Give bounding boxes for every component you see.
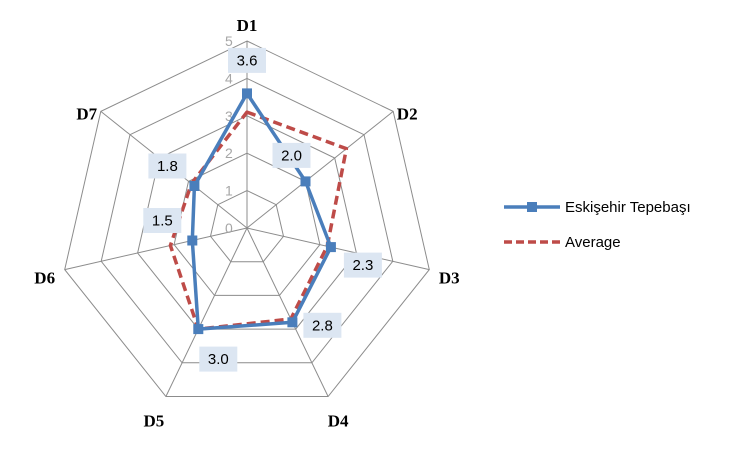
marker-d7	[189, 181, 200, 191]
svg-text:2.0: 2.0	[281, 147, 302, 164]
series-line-eskisehir-tepebasi	[190, 91, 333, 331]
radial-tick-labels: 0 1 2 3 4 5	[225, 33, 233, 236]
marker-d5	[193, 324, 204, 335]
axis-label-d5: D5	[144, 412, 165, 431]
data-label-d4: 2.8	[303, 312, 342, 338]
data-label-d1: 3.6	[228, 47, 266, 73]
marker-d6	[187, 235, 198, 246]
axis-label-d4: D4	[328, 412, 349, 431]
tick-label-2: 2	[225, 145, 233, 161]
spoke-d4	[246, 227, 329, 397]
axis-label-d2: D2	[397, 104, 418, 123]
tick-label-4: 4	[225, 70, 233, 86]
axis-label-d1: D1	[237, 16, 258, 35]
series-line-average	[168, 110, 349, 331]
spoke-d6	[64, 227, 248, 271]
svg-text:1.5: 1.5	[152, 213, 173, 230]
legend-label-eskisehir-tepebasi: Eskişehir Tepebaşı	[565, 199, 691, 216]
data-label-d2: 2.0	[272, 142, 311, 168]
axis-label-d6: D6	[34, 269, 55, 288]
grid-ring-5	[64, 40, 430, 397]
svg-text:3.6: 3.6	[237, 52, 258, 69]
axis-label-d3: D3	[439, 269, 460, 288]
legend-label-average: Average	[565, 234, 621, 251]
grid-ring-1	[209, 190, 285, 263]
axis-labels: D1 D2 D3 D4 D5 D6 D7	[34, 16, 459, 431]
svg-text:1.8: 1.8	[157, 158, 178, 175]
grid-ring-4	[100, 77, 394, 364]
legend-item-eskisehir-tepebasi: Eskişehir Tepebaşı	[504, 199, 691, 216]
tick-label-1: 1	[225, 183, 233, 199]
series-markers	[187, 88, 336, 335]
spoke-d2	[246, 111, 394, 229]
svg-text:2.3: 2.3	[352, 257, 373, 274]
tick-label-0: 0	[225, 220, 233, 236]
spoke-d3	[246, 227, 430, 271]
marker-d1	[242, 88, 252, 99]
legend: Eskişehir Tepebaşı Average	[504, 199, 691, 251]
legend-marker-eskisehir-tepebasi	[527, 202, 537, 212]
tick-label-5: 5	[225, 33, 233, 49]
data-label-d6: 1.5	[143, 208, 182, 233]
series-layer	[168, 91, 349, 331]
legend-item-average: Average	[504, 234, 621, 251]
spoke-d5	[165, 227, 248, 397]
data-label-d3: 2.3	[343, 252, 382, 278]
svg-text:3.0: 3.0	[208, 351, 229, 368]
axis-label-d7: D7	[76, 104, 97, 123]
marker-d2	[300, 176, 311, 187]
marker-d4	[287, 317, 298, 328]
data-label-d7: 1.8	[148, 153, 187, 179]
svg-text:2.8: 2.8	[312, 317, 333, 334]
radar-grid	[64, 40, 430, 397]
data-label-d5: 3.0	[199, 346, 238, 372]
tick-label-3: 3	[225, 108, 233, 124]
data-labels: 3.6 2.0 2.3 2.8 3.0 1.5 1.8	[143, 47, 382, 372]
marker-d3	[325, 242, 336, 253]
